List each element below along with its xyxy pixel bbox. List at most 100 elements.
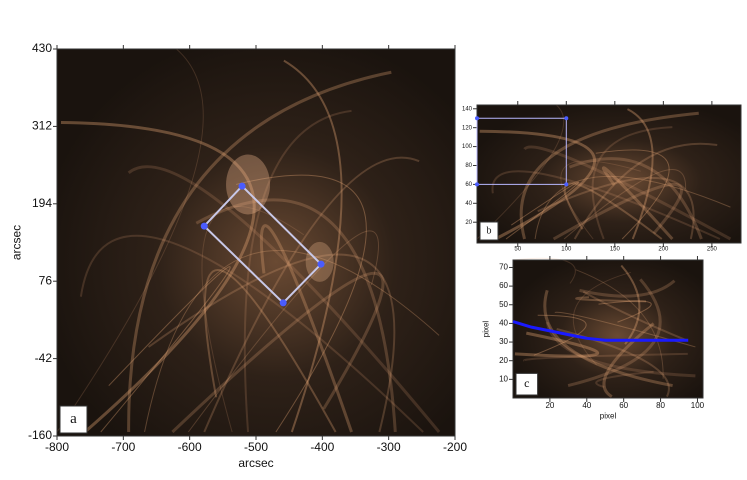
y-axis-label: pixel [482,321,491,338]
loop-texture [552,182,683,241]
loop-texture [519,111,699,240]
panel-label-box [479,221,499,241]
panel-label-box [515,372,539,396]
loop-texture [572,271,631,366]
loop-texture [127,165,441,433]
loop-texture [283,59,343,433]
corner-marker [475,116,479,121]
loop-texture [595,149,670,240]
loop-texture [620,264,641,345]
loop-texture [60,121,256,434]
image-background [57,49,455,436]
y-tick-label: 20 [499,356,508,365]
x-tick-label: 200 [658,247,669,253]
y-tick-label: 50 [499,300,508,309]
loop-texture [564,182,663,240]
y-tick-label: 70 [499,263,508,272]
y-tick-label: 30 [499,337,508,346]
corner-marker [317,260,325,268]
loop-texture [595,370,654,388]
image-background [477,105,741,243]
loop-texture [479,129,597,241]
loop-texture [573,142,718,240]
y-tick-label: -42 [35,351,53,365]
loop-texture [579,279,676,298]
x-axis-label: arcsec [238,456,273,470]
corner-marker [238,182,246,190]
y-tick-label: 80 [465,163,472,169]
x-tick-label: -200 [443,440,467,454]
loop-texture [505,181,580,240]
loop-texture [144,250,440,433]
panel-label: a [70,411,77,427]
loop-texture [523,352,688,362]
corner-marker [564,116,569,121]
loop-texture [591,126,673,240]
loop-texture [575,296,647,303]
y-tick-label: 20 [465,220,472,226]
loop-texture [514,331,600,358]
panel-label: b [487,225,492,236]
loop-texture [537,176,695,240]
x-tick-label: 20 [545,401,554,410]
loop-texture [476,104,565,240]
y-tick-label: 40 [465,201,472,207]
y-tick-label: 60 [499,281,508,290]
loop-texture [512,257,576,284]
x-tick-label: 100 [561,247,572,253]
x-tick-label: 250 [707,247,718,253]
loop-texture [560,160,641,240]
corner-marker [279,299,287,307]
y-tick-label: 10 [499,374,508,383]
x-axis-label: pixel [600,412,617,421]
loop-texture [243,109,352,433]
loop-texture [203,156,420,433]
y-tick-label: 312 [32,119,52,133]
x-tick-label: 150 [610,247,621,253]
x-tick-label: 60 [619,401,628,410]
loop-texture [235,174,367,433]
loop-texture [523,145,732,241]
panel-label: c [524,376,529,390]
loop-texture [127,70,392,433]
y-tick-label: -160 [28,428,52,442]
panel-label-box [59,405,88,434]
loop-texture [79,234,424,433]
x-tick-label: -300 [377,440,401,454]
profile-line [512,320,689,342]
plot-frame [512,259,704,399]
loop-texture [533,314,587,356]
y-tick-label: 60 [465,182,472,188]
loop-texture [582,290,687,341]
loop-texture [171,271,385,434]
loop-texture [100,266,231,433]
loop-texture [187,230,379,433]
loop-texture [491,170,721,240]
y-tick-label: 76 [39,273,53,287]
x-tick-label: 40 [582,401,591,410]
corner-marker [200,222,208,230]
loop-texture [575,269,664,379]
y-tick-label: 100 [462,144,473,150]
y-axis-label: arcsec [10,225,24,260]
x-tick-label: 50 [514,247,521,253]
loop-texture [567,278,662,388]
x-tick-label: -500 [244,440,268,454]
loop-texture [598,300,652,323]
x-tick-label: 80 [656,401,665,410]
loop-texture [534,175,731,240]
x-tick-label: -400 [310,440,334,454]
loop-texture [195,198,397,433]
y-tick-label: 140 [462,106,473,112]
x-tick-label: -800 [45,440,69,454]
loop-texture [543,289,673,388]
y-tick-label: 194 [32,196,52,210]
y-tick-label: 40 [499,319,508,328]
loop-texture [56,48,204,433]
loop-texture [203,269,337,433]
y-tick-label: 430 [32,41,52,55]
corner-marker [564,182,569,187]
corner-marker [475,182,479,187]
x-tick-label: -700 [111,440,135,454]
